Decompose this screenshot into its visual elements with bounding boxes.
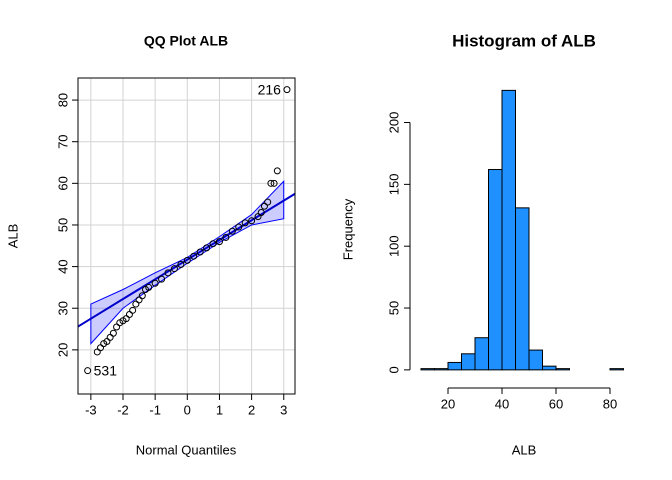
bar: [555, 368, 570, 371]
bar: [420, 368, 435, 371]
chart-title: QQ Plot ALB: [144, 33, 228, 49]
plot-frame: [77, 77, 296, 395]
confidence-band: [90, 180, 285, 345]
data-point: [135, 296, 143, 304]
y-tick-label: 60: [55, 176, 70, 190]
y-tick-label: 30: [55, 301, 70, 315]
bar: [474, 337, 489, 371]
bar: [542, 365, 557, 371]
data-point: [248, 217, 256, 225]
y-tick-label: 200: [386, 112, 401, 134]
data-point: [113, 323, 121, 331]
annotation: 531: [94, 362, 118, 378]
bar: [528, 349, 543, 371]
y-tick-label: 50: [55, 218, 70, 232]
y-tick-label: 80: [55, 93, 70, 107]
data-point: [132, 300, 140, 308]
data-point: [241, 219, 249, 227]
reference-line: [77, 192, 296, 328]
data-point: [170, 265, 178, 273]
data-point: [270, 179, 278, 187]
x-tick-label: 40: [495, 396, 509, 411]
y-tick-label: 20: [55, 343, 70, 357]
data-point: [151, 279, 159, 287]
x-tick-label: 3: [280, 402, 287, 417]
data-point: [196, 248, 204, 256]
y-tick-label: 100: [386, 235, 401, 257]
data-point: [106, 333, 114, 341]
x-tick-label: 80: [603, 396, 617, 411]
data-point: [183, 256, 191, 264]
chart-title: Histogram of ALB: [452, 31, 596, 50]
bar: [515, 207, 530, 371]
x-tick-label: -2: [117, 402, 129, 417]
x-tick-label: 20: [441, 396, 455, 411]
x-tick-label: 0: [184, 402, 191, 417]
x-tick-label: -3: [85, 402, 97, 417]
annotation: 216: [258, 81, 282, 97]
bar: [434, 368, 449, 371]
data-point: [190, 252, 198, 260]
data-point: [222, 233, 230, 241]
data-point: [257, 208, 265, 216]
data-point: [228, 227, 236, 235]
data-point: [177, 261, 185, 269]
y-tick-label: 70: [55, 134, 70, 148]
bar: [488, 169, 503, 371]
data-point: [158, 275, 166, 283]
x-tick-label: -1: [149, 402, 161, 417]
data-point: [215, 238, 223, 246]
data-point: [125, 310, 133, 318]
y-axis-label: ALB: [5, 224, 20, 249]
data-point: [129, 306, 137, 314]
data-point: [203, 244, 211, 252]
x-axis-label: ALB: [512, 442, 537, 457]
data-point: [264, 198, 272, 206]
x-tick-label: 2: [248, 402, 255, 417]
y-tick-label: 50: [386, 301, 401, 315]
y-tick-label: 150: [386, 174, 401, 196]
data-point: [267, 179, 275, 187]
data-point: [84, 367, 92, 375]
data-point: [209, 240, 217, 248]
y-tick-label: 40: [55, 259, 70, 273]
x-tick-label: 1: [216, 402, 223, 417]
x-axis-label: Normal Quantiles: [136, 442, 237, 457]
bar: [609, 368, 624, 371]
bar: [501, 89, 516, 371]
data-point: [109, 329, 117, 337]
bar: [447, 361, 462, 371]
x-tick-label: 60: [549, 396, 563, 411]
y-tick-label: 0: [386, 366, 401, 373]
data-point: [283, 86, 291, 94]
bar: [461, 353, 476, 371]
data-point: [138, 292, 146, 300]
data-point: [273, 167, 281, 175]
data-point: [164, 269, 172, 277]
data-point: [145, 283, 153, 291]
y-axis-label: Frequency: [340, 198, 355, 260]
data-point: [235, 223, 243, 231]
